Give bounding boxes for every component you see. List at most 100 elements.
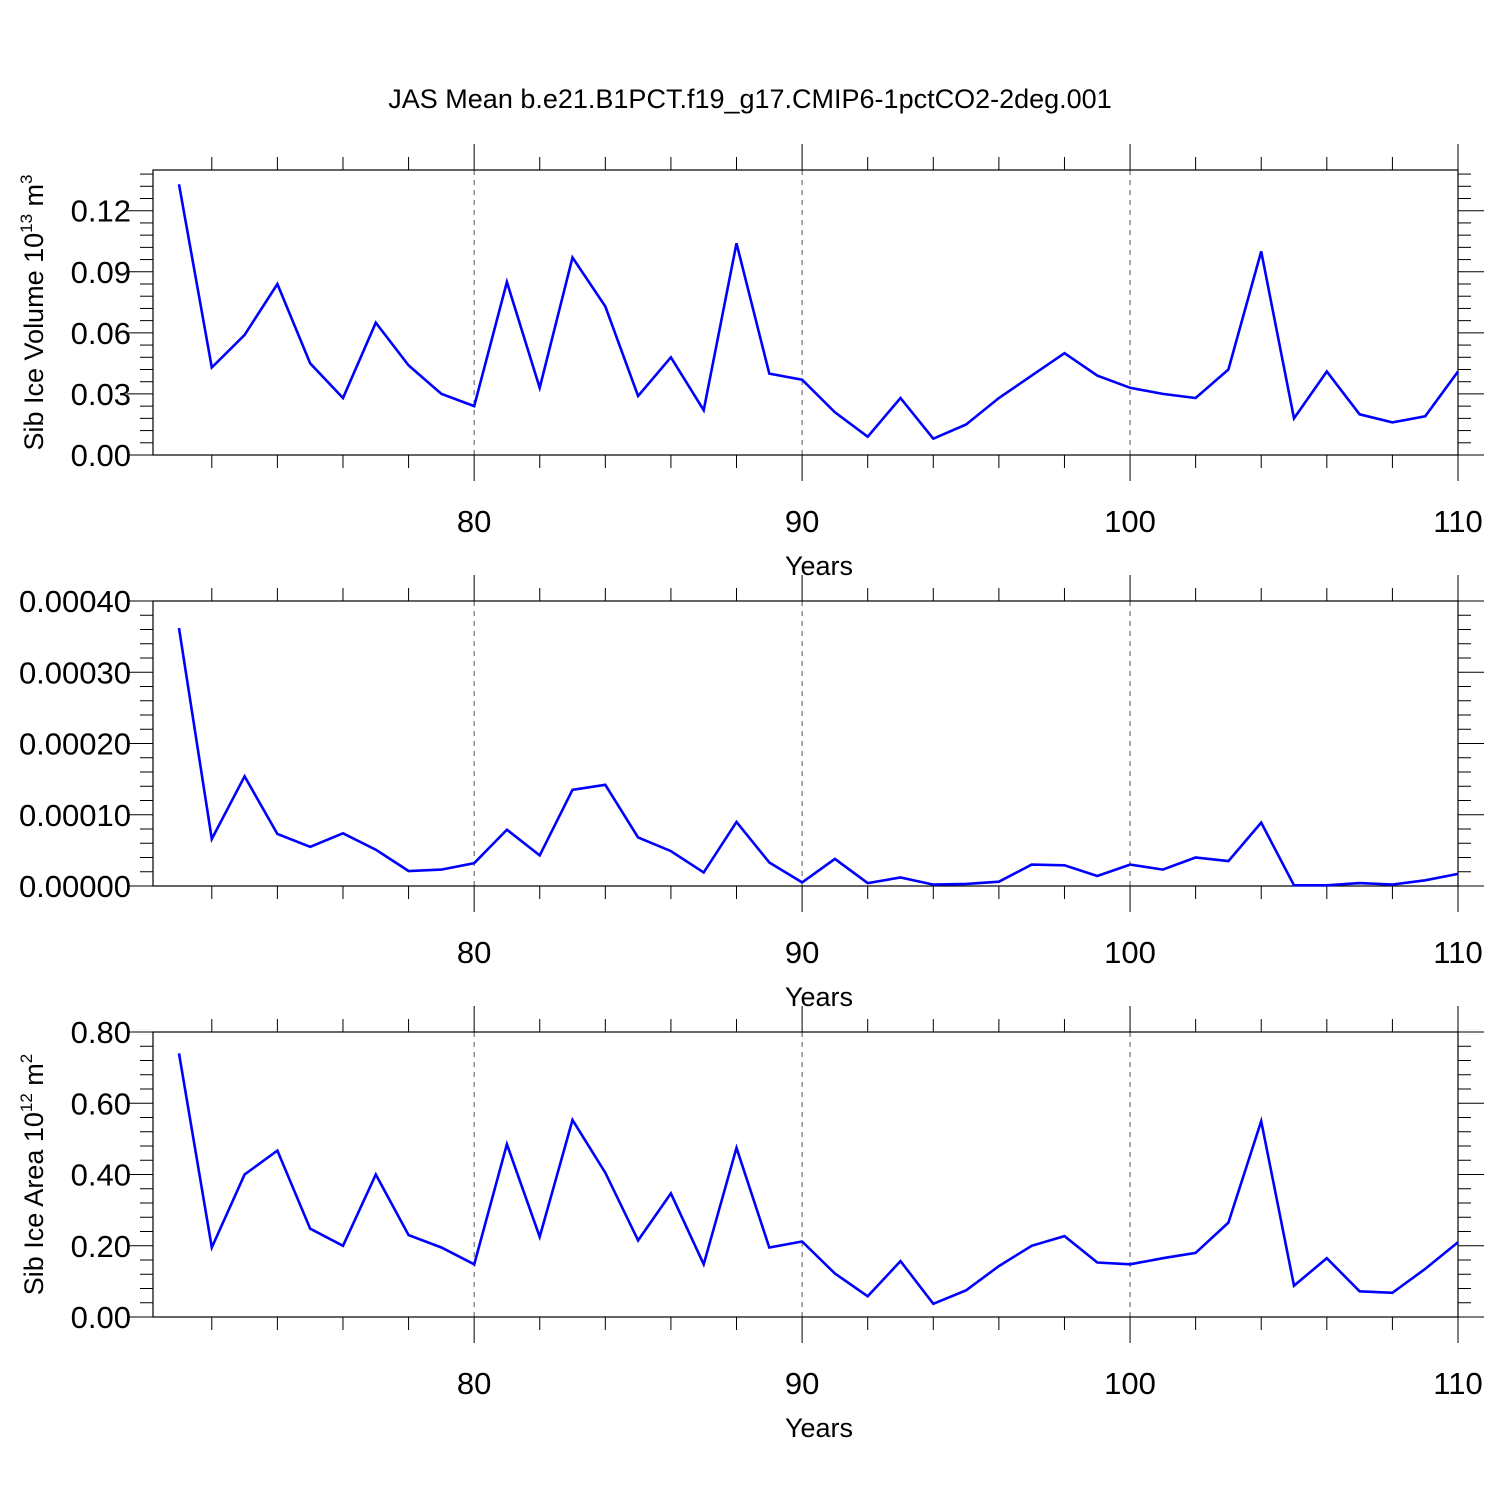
data-point xyxy=(179,184,180,185)
data-point xyxy=(605,784,606,785)
data-point xyxy=(211,367,212,368)
y-tick-label: 0.80 xyxy=(71,1015,131,1050)
data-point xyxy=(211,1247,212,1248)
y-tick-label: 0.06 xyxy=(71,316,131,351)
data-point xyxy=(802,1241,803,1242)
data-point xyxy=(966,883,967,884)
data-point xyxy=(572,789,573,790)
x-tick-label: 80 xyxy=(457,935,491,970)
data-point xyxy=(769,1247,770,1248)
x-axis-label: Years xyxy=(785,1413,853,1443)
data-point xyxy=(572,257,573,258)
y-tick-label: 0.12 xyxy=(71,194,131,229)
series-line xyxy=(177,184,1460,441)
data-point xyxy=(1359,1291,1360,1292)
y-tick-label: 0.60 xyxy=(71,1086,131,1121)
data-point xyxy=(1458,1242,1459,1243)
data-point xyxy=(834,858,835,859)
data-point xyxy=(539,1236,540,1237)
y-tick-label: 0.00010 xyxy=(19,798,131,833)
data-point xyxy=(1130,1264,1131,1265)
panel-1: 80 90 100 110 Years 0.00 0.03 0.06 0.09 0.12 Sib I… xyxy=(17,144,1484,581)
data-point xyxy=(408,871,409,872)
data-point xyxy=(342,833,343,834)
data-point xyxy=(1425,416,1426,417)
data-point xyxy=(441,1247,442,1248)
data-point xyxy=(736,821,737,822)
x-tick-label: 110 xyxy=(1433,1366,1482,1401)
data-point xyxy=(1195,857,1196,858)
data-point xyxy=(1130,864,1131,865)
data-point xyxy=(474,406,475,407)
data-point xyxy=(703,1264,704,1265)
data-point xyxy=(179,628,180,629)
data-point xyxy=(375,1174,376,1175)
y-axis-label: Sib Ice Area 1012 m2 xyxy=(17,1054,49,1296)
y-tick-label: 0.20 xyxy=(71,1229,131,1264)
data-point xyxy=(834,412,835,413)
data-point xyxy=(802,882,803,883)
y-tick-label: 0.00030 xyxy=(19,655,131,690)
data-point xyxy=(998,1266,999,1267)
data-point xyxy=(900,1261,901,1262)
x-tick-label: 90 xyxy=(785,504,819,539)
data-point xyxy=(1359,883,1360,884)
series-line xyxy=(177,627,1459,887)
y-tick-label: 0.00 xyxy=(71,1300,131,1335)
data-point xyxy=(506,281,507,282)
data-point xyxy=(506,829,507,830)
y-axis-label-exponent: 13 xyxy=(17,214,36,233)
data-point xyxy=(933,1303,934,1304)
data-point xyxy=(1228,1222,1229,1223)
data-point xyxy=(1425,1268,1426,1269)
data-point xyxy=(441,393,442,394)
y-tick-label: 0.00 xyxy=(71,438,131,473)
data-point xyxy=(900,398,901,399)
data-point xyxy=(1228,369,1229,370)
y-axis-label-main: Sib Ice Volume 10 xyxy=(19,233,49,451)
data-point xyxy=(1064,1236,1065,1237)
y-tick-label: 0.09 xyxy=(71,255,131,290)
data-point xyxy=(867,1296,868,1297)
data-point xyxy=(1392,1292,1393,1293)
y-tick-label: 0.00000 xyxy=(19,869,131,904)
data-point xyxy=(605,306,606,307)
data-point xyxy=(441,869,442,870)
y-axis-label-unit-exponent: 3 xyxy=(17,174,36,183)
data-point xyxy=(244,1174,245,1175)
data-point xyxy=(1392,884,1393,885)
data-point xyxy=(474,1264,475,1265)
data-point xyxy=(310,363,311,364)
x-axis-label: Years xyxy=(785,551,853,581)
data-point xyxy=(670,1193,671,1194)
data-point xyxy=(998,398,999,399)
panel-3: 80 90 100 110 Years 0.00 0.20 0.40 0.60 0.80 Sib I… xyxy=(17,1006,1484,1443)
data-point xyxy=(1195,1252,1196,1253)
data-point xyxy=(572,1119,573,1120)
data-point xyxy=(244,776,245,777)
data-point xyxy=(1326,1258,1327,1259)
x-tick-label: 80 xyxy=(457,504,491,539)
data-point xyxy=(539,387,540,388)
data-point xyxy=(605,1172,606,1173)
chart-title: JAS Mean b.e21.B1PCT.f19_g17.CMIP6-1pctC… xyxy=(388,84,1111,114)
series-line xyxy=(177,1053,1459,1306)
x-tick-label: 80 xyxy=(457,1366,491,1401)
y-tick-label: 0.00040 xyxy=(19,584,131,619)
data-point xyxy=(638,837,639,838)
data-point xyxy=(1359,414,1360,415)
data-point xyxy=(703,410,704,411)
data-point xyxy=(736,1147,737,1148)
data-point xyxy=(211,838,212,839)
y-axis-label-unit: m xyxy=(19,184,49,214)
data-point xyxy=(277,284,278,285)
panels: 80 90 100 110 Years 0.00 0.03 0.06 0.09 0.12 Sib I… xyxy=(17,144,1484,1443)
x-tick-label: 90 xyxy=(785,935,819,970)
data-point xyxy=(1326,885,1327,886)
data-point xyxy=(670,357,671,358)
x-tick-label: 100 xyxy=(1104,1366,1156,1401)
x-tick-label: 100 xyxy=(1104,504,1156,539)
data-point xyxy=(539,855,540,856)
y-axis-label: Sib Ice Volume 1013 m3 xyxy=(17,174,49,450)
